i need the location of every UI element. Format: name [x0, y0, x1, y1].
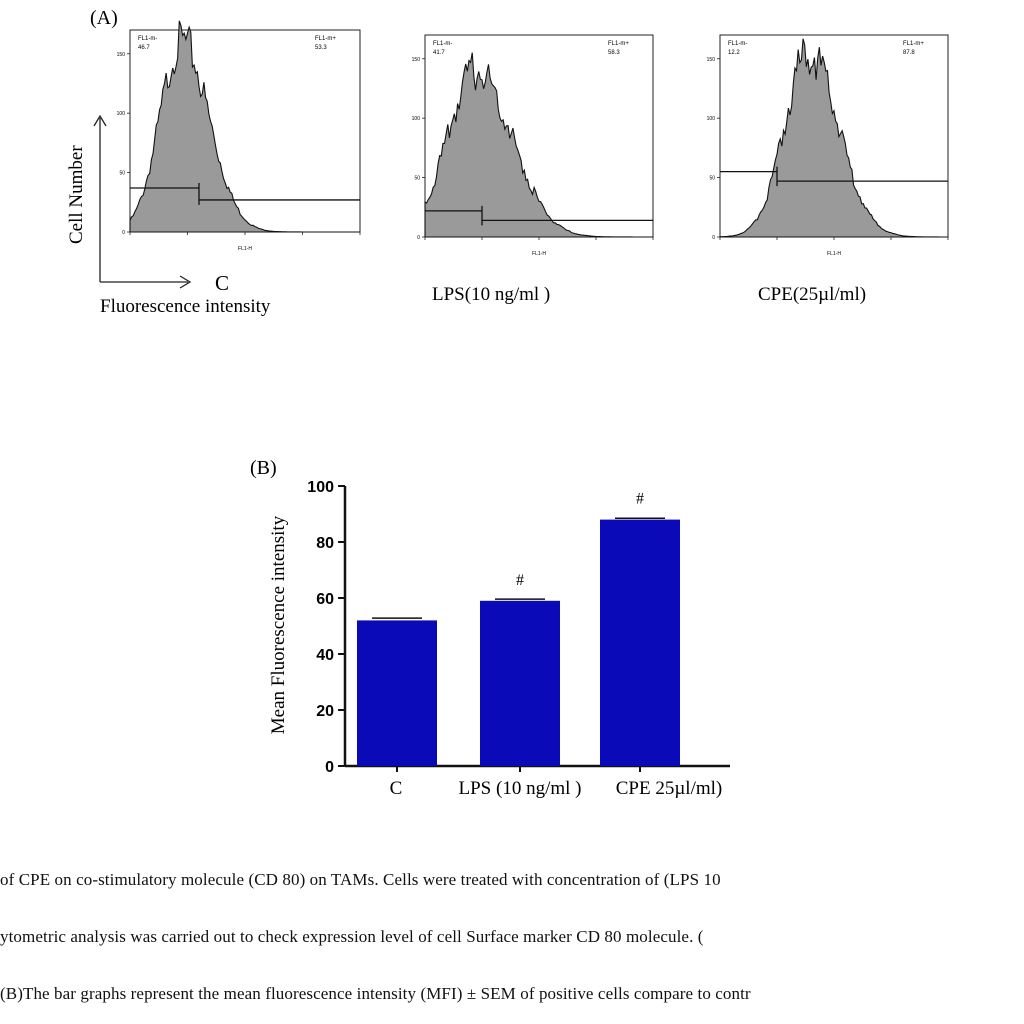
caption-line-2: ytometric analysis was carried out to ch… — [0, 927, 704, 946]
histogram-y-tick-label: 100 — [707, 116, 716, 122]
gate-positive-value: 87.8 — [903, 50, 915, 56]
gate-negative-label: FL1-m- — [433, 41, 452, 47]
histogram-name-lps: LPS(10 ng/ml ) — [432, 284, 550, 305]
axis-arrows — [93, 114, 192, 289]
histogram-y-tick-label: 150 — [412, 57, 421, 63]
x-category-label: CPE 25µl/ml) — [616, 778, 723, 799]
y-tick-label: 0 — [325, 759, 334, 776]
panel-a-label: (A) — [90, 7, 118, 29]
histogram-distribution — [129, 20, 360, 233]
gate-negative-label: FL1-m- — [728, 41, 747, 47]
gate-positive-value: 58.3 — [608, 50, 620, 56]
gate-negative-label: FL1-m- — [138, 36, 157, 42]
gate-negative-value: 46.7 — [138, 45, 150, 51]
histogram-x-axis-label: FL1-H — [238, 246, 252, 252]
gate-positive-label: FL1-m+ — [608, 41, 629, 47]
bar-3 — [600, 519, 680, 766]
gate-positive-label: FL1-m+ — [315, 36, 336, 42]
histogram-y-tick-label: 100 — [117, 111, 126, 117]
panel-b-y-axis-label: Mean Fluorescence intensity — [268, 515, 289, 734]
gate-negative-value: 12.2 — [728, 50, 740, 56]
significance-mark: # — [636, 491, 644, 508]
histogram-y-tick-label: 150 — [117, 52, 126, 58]
x-category-label: LPS (10 ng/ml ) — [459, 778, 582, 799]
panel-b-label: (B) — [250, 457, 277, 479]
panel-b-bar-chart: (B) Mean Fluorescence intensity 0 20 40 60 8… — [250, 457, 730, 799]
histogram-y-tick-label: 100 — [412, 116, 421, 122]
histogram-distribution — [719, 38, 949, 238]
bar-layer: 0 20 40 60 80 100 # # C LPS (10 ng/ml ) CPE 25µl/m… — [307, 479, 730, 799]
panel-a-histograms: (A) Cell Number Fluorescence intensity F… — [66, 7, 949, 317]
y-tick-label: 60 — [316, 591, 334, 608]
histogram-y-tick-label: 0 — [417, 235, 420, 241]
histogram-name-cpe: CPE(25µl/ml) — [758, 284, 866, 305]
histogram-name-c: C — [215, 271, 229, 295]
caption-line-3: (B)The bar graphs represent the mean flu… — [0, 984, 751, 1003]
gate-negative-value: 41.7 — [433, 50, 445, 56]
y-tick-label: 20 — [316, 703, 334, 720]
histogram-y-tick-label: 50 — [119, 171, 125, 177]
x-category-label: C — [390, 778, 403, 799]
significance-mark: # — [516, 572, 524, 589]
panel-a-y-axis-label: Cell Number — [66, 145, 87, 244]
y-tick-label: 40 — [316, 647, 334, 664]
histogram-2: FL1-m- 41.7 FL1-m+ 58.3 0 50 100 150 FL1-H — [412, 34, 654, 257]
gate-positive-label: FL1-m+ — [903, 41, 924, 47]
histogram-y-tick-label: 50 — [709, 176, 715, 182]
histogram-x-axis-label: FL1-H — [532, 251, 546, 257]
histogram-y-tick-label: 50 — [414, 176, 420, 182]
histogram-3: FL1-m- 12.2 FL1-m+ 87.8 0 50 100 150 FL1-H — [707, 34, 949, 257]
histogram-y-tick-label: 0 — [712, 235, 715, 241]
histogram-1: FL1-m- 46.7 FL1-m+ 53.3 0 50 100 150 FL1-H — [117, 20, 361, 252]
panel-a-x-axis-label: Fluorescence intensity — [100, 296, 271, 317]
gate-positive-value: 53.3 — [315, 45, 327, 51]
bar-1 — [357, 620, 437, 766]
bar-2 — [480, 600, 560, 766]
histogram-y-tick-label: 0 — [122, 230, 125, 236]
histogram-y-tick-label: 150 — [707, 57, 716, 63]
caption-line-1: of CPE on co-stimulatory molecule (CD 80… — [0, 870, 721, 889]
histogram-layer: FL1-m-46.7FL1-m+53.3050100150FL1-HFL1-m-… — [117, 20, 949, 257]
histogram-distribution — [424, 52, 654, 238]
histogram-x-axis-label: FL1-H — [827, 251, 841, 257]
y-tick-label: 100 — [307, 479, 334, 496]
y-tick-label: 80 — [316, 535, 334, 552]
